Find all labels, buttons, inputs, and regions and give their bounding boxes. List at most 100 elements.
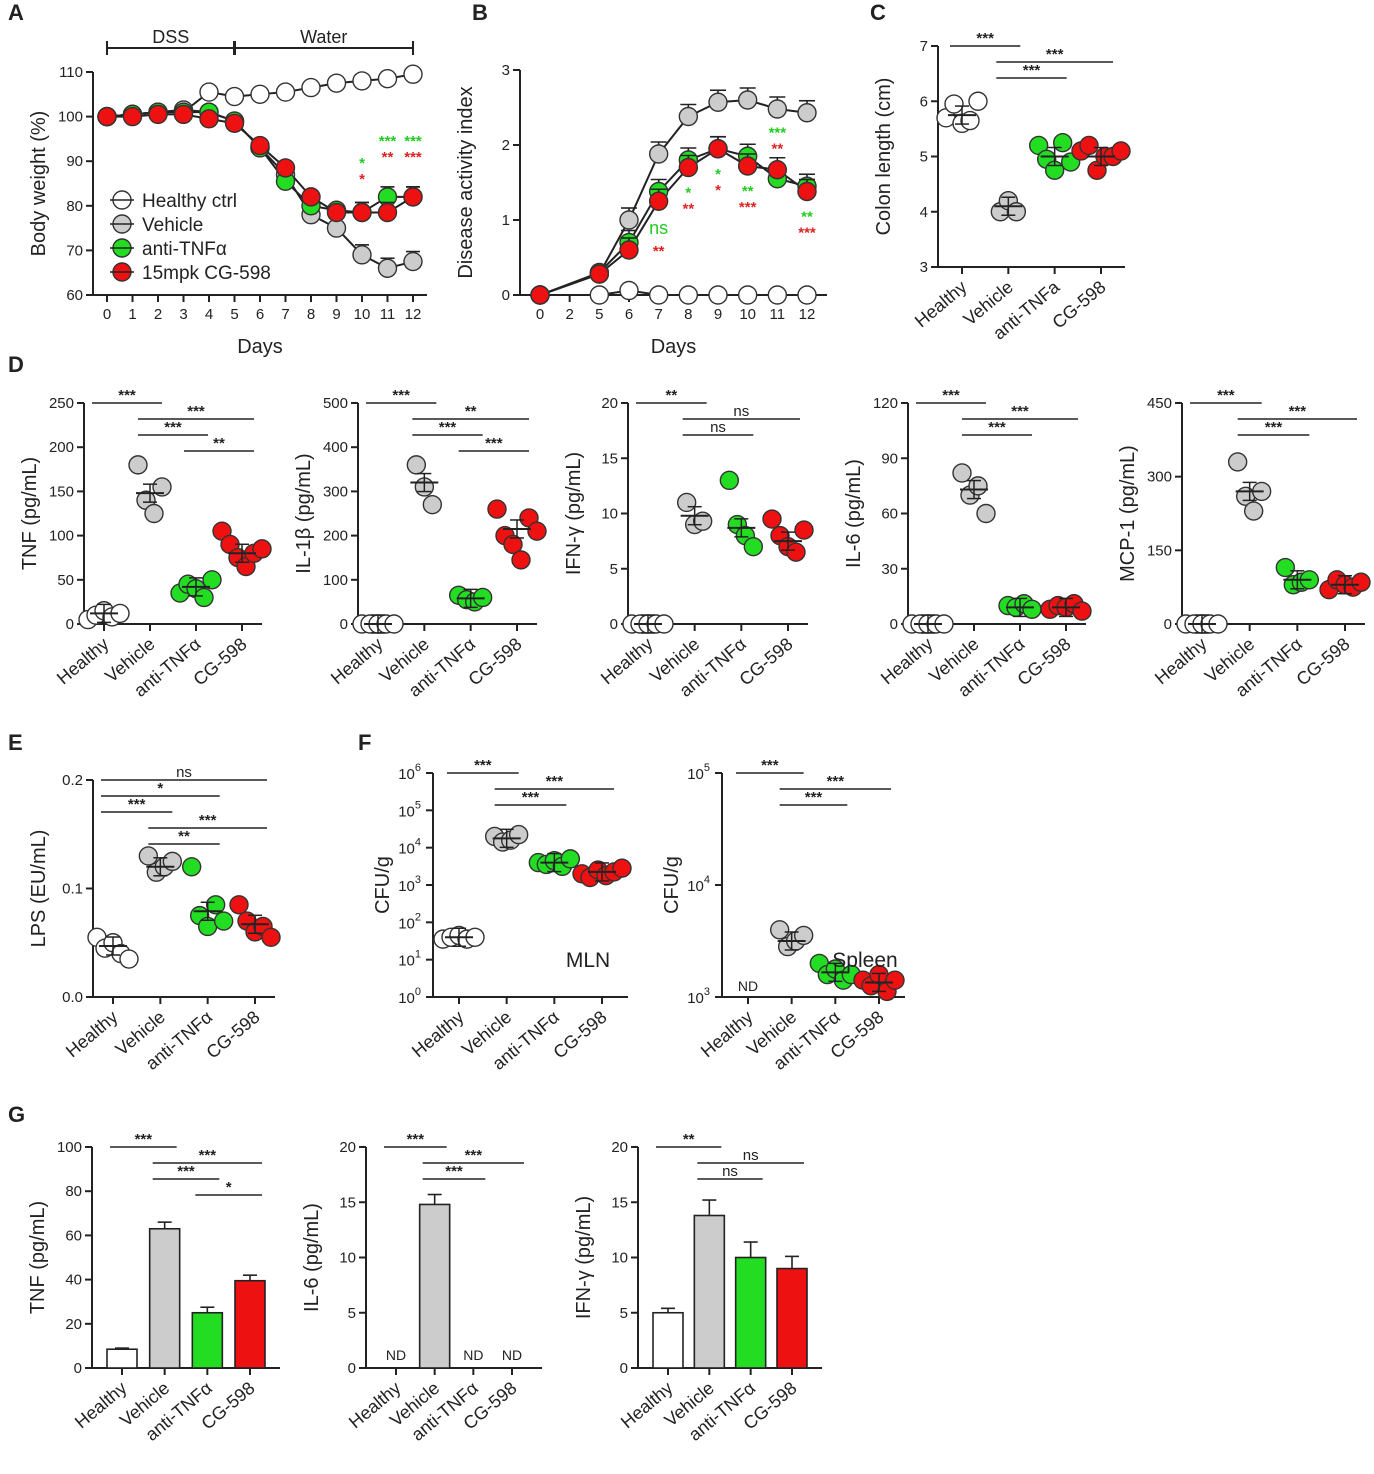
data-point — [960, 110, 980, 131]
significance-label: ns — [743, 1147, 759, 1164]
data-point — [527, 521, 547, 541]
x-tick-label: 12 — [799, 306, 816, 323]
y-tick-label: 80 — [65, 1183, 82, 1200]
panel-letter: F — [358, 730, 371, 755]
y-tick-label: 6 — [920, 93, 928, 110]
y-tick-label: 0.2 — [62, 772, 83, 789]
data-point — [173, 104, 194, 125]
category-label: Healthy — [911, 277, 971, 332]
y-tick-label: 101 — [398, 949, 421, 970]
x-tick-label: 11 — [770, 306, 786, 323]
x-tick-label: 8 — [684, 306, 692, 323]
nd-label: ND — [738, 978, 758, 994]
series-line — [539, 147, 808, 296]
x-axis-title: Days — [237, 336, 283, 358]
y-tick-label: 70 — [66, 242, 83, 259]
panel-letter: D — [8, 352, 24, 377]
y-tick-label: 5 — [620, 1305, 628, 1322]
y-axis-title: IL-6 (pg/mL) — [301, 1203, 323, 1312]
significance-label: *** — [546, 773, 564, 790]
series-line — [539, 98, 808, 296]
legend-label: Vehicle — [142, 215, 203, 236]
category-label: CG-598 — [1048, 277, 1109, 333]
y-tick-label: 120 — [873, 395, 898, 412]
significance-label: *** — [761, 757, 779, 774]
y-tick-label: 20 — [611, 1139, 628, 1156]
data-point — [762, 509, 782, 529]
y-tick-label: 20 — [601, 395, 618, 412]
data-point — [619, 280, 639, 301]
y-tick-label: 5 — [920, 149, 928, 166]
y-tick-label: 0 — [620, 1360, 628, 1377]
data-point — [352, 202, 372, 223]
x-tick-label: 2 — [154, 306, 162, 323]
y-tick-label: 105 — [687, 762, 710, 783]
tissue-label: Spleen — [832, 949, 897, 972]
x-tick-label: 5 — [595, 306, 603, 323]
significance-label: *** — [199, 1147, 217, 1164]
y-tick-label: 150 — [49, 483, 74, 500]
category-label: Healthy — [53, 634, 113, 689]
significance-red: * — [359, 171, 365, 188]
data-point — [301, 187, 321, 207]
data-point — [199, 109, 219, 129]
data-point — [224, 86, 245, 107]
data-point — [794, 520, 814, 540]
significance-label: *** — [465, 1147, 483, 1164]
significance-green: *** — [379, 133, 397, 150]
bar — [734, 1256, 767, 1369]
bar — [418, 1203, 451, 1369]
data-point — [530, 285, 550, 305]
data-point — [708, 139, 728, 159]
x-tick-label: 12 — [405, 306, 422, 323]
y-axis-title: MCP-1 (pg/mL) — [1117, 445, 1139, 582]
y-tick-label: 2 — [502, 137, 510, 154]
data-point — [352, 71, 372, 91]
data-point — [692, 511, 713, 531]
category-label: Healthy — [71, 1378, 131, 1433]
y-tick-label: 500 — [323, 395, 348, 412]
y-axis-title: LPS (EU/mL) — [28, 830, 50, 948]
x-tick-label: 10 — [739, 306, 756, 323]
y-tick-label: 0 — [1164, 616, 1172, 633]
bar — [776, 1267, 808, 1369]
panel-letter: B — [472, 0, 488, 25]
significance-label: *** — [392, 387, 410, 404]
data-point — [737, 90, 758, 110]
data-point — [648, 191, 669, 211]
data-point — [737, 156, 758, 176]
data-point — [487, 499, 507, 519]
data-point — [422, 494, 443, 515]
y-tick-label: 0 — [66, 616, 74, 633]
category-label: CG-598 — [202, 1007, 263, 1063]
significance-label: ns — [710, 419, 726, 436]
y-axis-title: Colon length (cm) — [873, 78, 895, 236]
x-tick-label: 5 — [230, 306, 238, 323]
significance-red: *** — [739, 199, 757, 216]
y-tick-label: 0 — [340, 616, 348, 633]
data-point — [968, 91, 988, 111]
bar — [106, 1348, 138, 1369]
significance-red: ** — [382, 149, 394, 166]
significance-label: ns — [176, 764, 192, 781]
bar — [148, 1227, 181, 1369]
x-tick-label: 6 — [625, 306, 633, 323]
data-point — [1022, 599, 1042, 619]
significance-label: *** — [187, 403, 205, 420]
y-axis-title: CFU/g — [372, 856, 394, 914]
category-label: CG-598 — [1292, 634, 1353, 690]
significance-label: ** — [213, 435, 225, 452]
y-tick-label: 4 — [920, 204, 928, 221]
x-tick-label: 4 — [205, 306, 213, 323]
data-point — [767, 160, 788, 180]
significance-label: *** — [1289, 403, 1307, 420]
data-point — [152, 477, 172, 497]
significance-label: *** — [164, 419, 182, 436]
tissue-label: MLN — [566, 949, 610, 972]
